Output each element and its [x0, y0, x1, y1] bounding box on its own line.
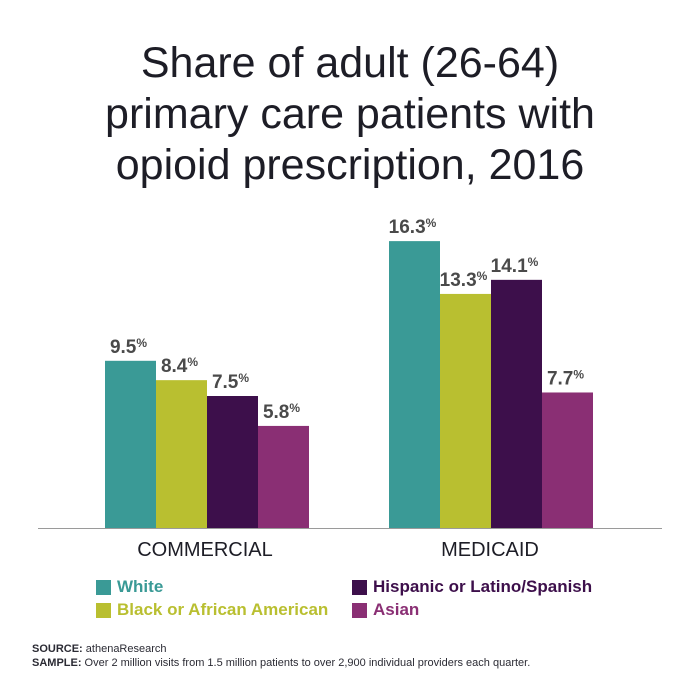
title-line-1: Share of adult (26-64)	[140, 39, 560, 87]
sample-text: Over 2 million visits from 1.5 million p…	[81, 657, 531, 669]
data-label-unit: %	[528, 255, 539, 269]
source-text: athenaResearch	[82, 643, 167, 655]
legend-black: Black or African American	[96, 600, 328, 620]
legend-swatch-white	[96, 579, 111, 595]
data-label-medicaid-asian: 7.7%	[547, 367, 584, 389]
data-label-unit: %	[426, 216, 437, 230]
data-label-unit: %	[477, 269, 488, 283]
legend-hispanic: Hispanic or Latino/Spanish	[352, 577, 592, 597]
source-note: SOURCE: athenaResearch	[32, 643, 167, 655]
sample-label: SAMPLE:	[32, 657, 82, 669]
data-label-commercial-hispanic: 7.5%	[212, 371, 249, 393]
data-label-commercial-black: 8.4%	[161, 355, 198, 377]
title-line-3: opioid prescription, 2016	[115, 141, 585, 189]
legend-label-white: White	[117, 577, 164, 596]
bar-commercial-hispanic	[207, 396, 258, 528]
bar-medicaid-asian	[542, 392, 593, 528]
data-label-medicaid-black: 13.3%	[440, 269, 488, 291]
data-label-commercial-white: 9.5%	[110, 336, 147, 358]
bar-commercial-white	[105, 360, 156, 528]
legend-asian: Asian	[352, 600, 419, 620]
title-line-2: primary care patients with	[105, 90, 595, 138]
bar-medicaid-hispanic	[491, 279, 542, 528]
data-label-unit: %	[136, 336, 147, 350]
source-label: SOURCE:	[32, 643, 83, 655]
legend-label-hispanic: Hispanic or Latino/Spanish	[373, 577, 593, 596]
data-label-unit: %	[573, 367, 584, 381]
legend-label-asian: Asian	[373, 600, 420, 619]
data-label-medicaid-hispanic: 14.1%	[491, 255, 539, 277]
bar-commercial-black	[156, 380, 207, 528]
data-label-unit: %	[289, 401, 300, 415]
legend-swatch-hispanic	[352, 579, 367, 595]
chart-title: Share of adult (26-64) primary care pati…	[0, 38, 700, 191]
legend-swatch-black	[96, 602, 111, 618]
data-label-medicaid-white: 16.3%	[389, 216, 437, 238]
category-label-medicaid: MEDICAID	[441, 539, 539, 561]
legend-swatch-asian	[352, 602, 367, 618]
data-label-unit: %	[238, 371, 249, 385]
legend-white: White	[96, 577, 163, 597]
data-label-commercial-asian: 5.8%	[263, 401, 300, 423]
bar-commercial-asian	[258, 425, 309, 528]
bar-medicaid-white	[389, 241, 440, 528]
data-label-unit: %	[187, 355, 198, 369]
bar-medicaid-black	[440, 293, 491, 528]
sample-note: SAMPLE: Over 2 million visits from 1.5 m…	[32, 657, 530, 669]
legend-label-black: Black or African American	[117, 600, 329, 619]
category-label-commercial: COMMERCIAL	[137, 539, 273, 561]
